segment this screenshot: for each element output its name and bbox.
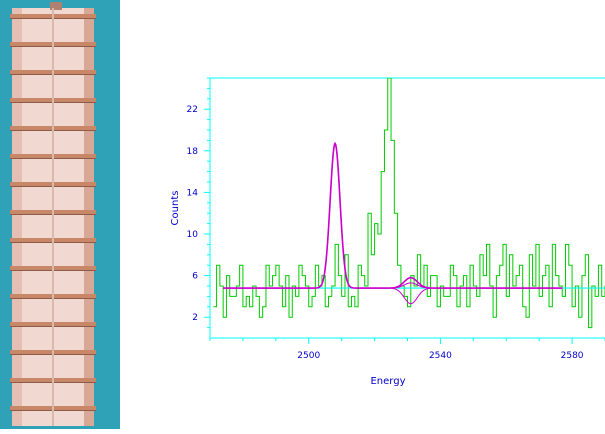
tower-right-edge	[84, 8, 94, 426]
tower-top-cap	[50, 2, 62, 10]
y-tick-label: 6	[192, 272, 198, 282]
x-tick-label: 2500	[297, 351, 320, 361]
counts-histogram	[213, 78, 605, 329]
tower-center-seam	[52, 8, 54, 426]
x-tick-label: 2540	[429, 351, 452, 361]
y-tick-label: 10	[187, 230, 199, 240]
spectrum-chart-svg: 2500 2540 2580 2 6 10 14 18 22 Energy Counts	[170, 77, 605, 387]
x-tick-label: 2580	[561, 351, 584, 361]
detector-tower-image	[0, 0, 120, 429]
peak-fit-curve	[223, 142, 563, 289]
y-axis-label: Counts	[170, 191, 181, 226]
plot-area	[213, 78, 605, 329]
y-tick-label: 14	[187, 188, 199, 198]
x-axis-label: Energy	[370, 376, 405, 387]
y-tick-label: 18	[187, 147, 199, 157]
series-layer	[213, 78, 605, 329]
peak-fit-curve	[223, 142, 563, 305]
y-tick-label: 2	[192, 313, 198, 323]
y-tick-label: 22	[187, 105, 198, 115]
detector-tower-photo	[0, 0, 120, 429]
spectrum-chart: 2500 2540 2580 2 6 10 14 18 22 Energy Counts	[150, 0, 605, 429]
peak-fit-curve	[223, 141, 563, 289]
tower-left-edge	[12, 8, 22, 426]
tick-layer: 2500 2540 2580 2 6 10 14 18 22	[187, 77, 605, 361]
